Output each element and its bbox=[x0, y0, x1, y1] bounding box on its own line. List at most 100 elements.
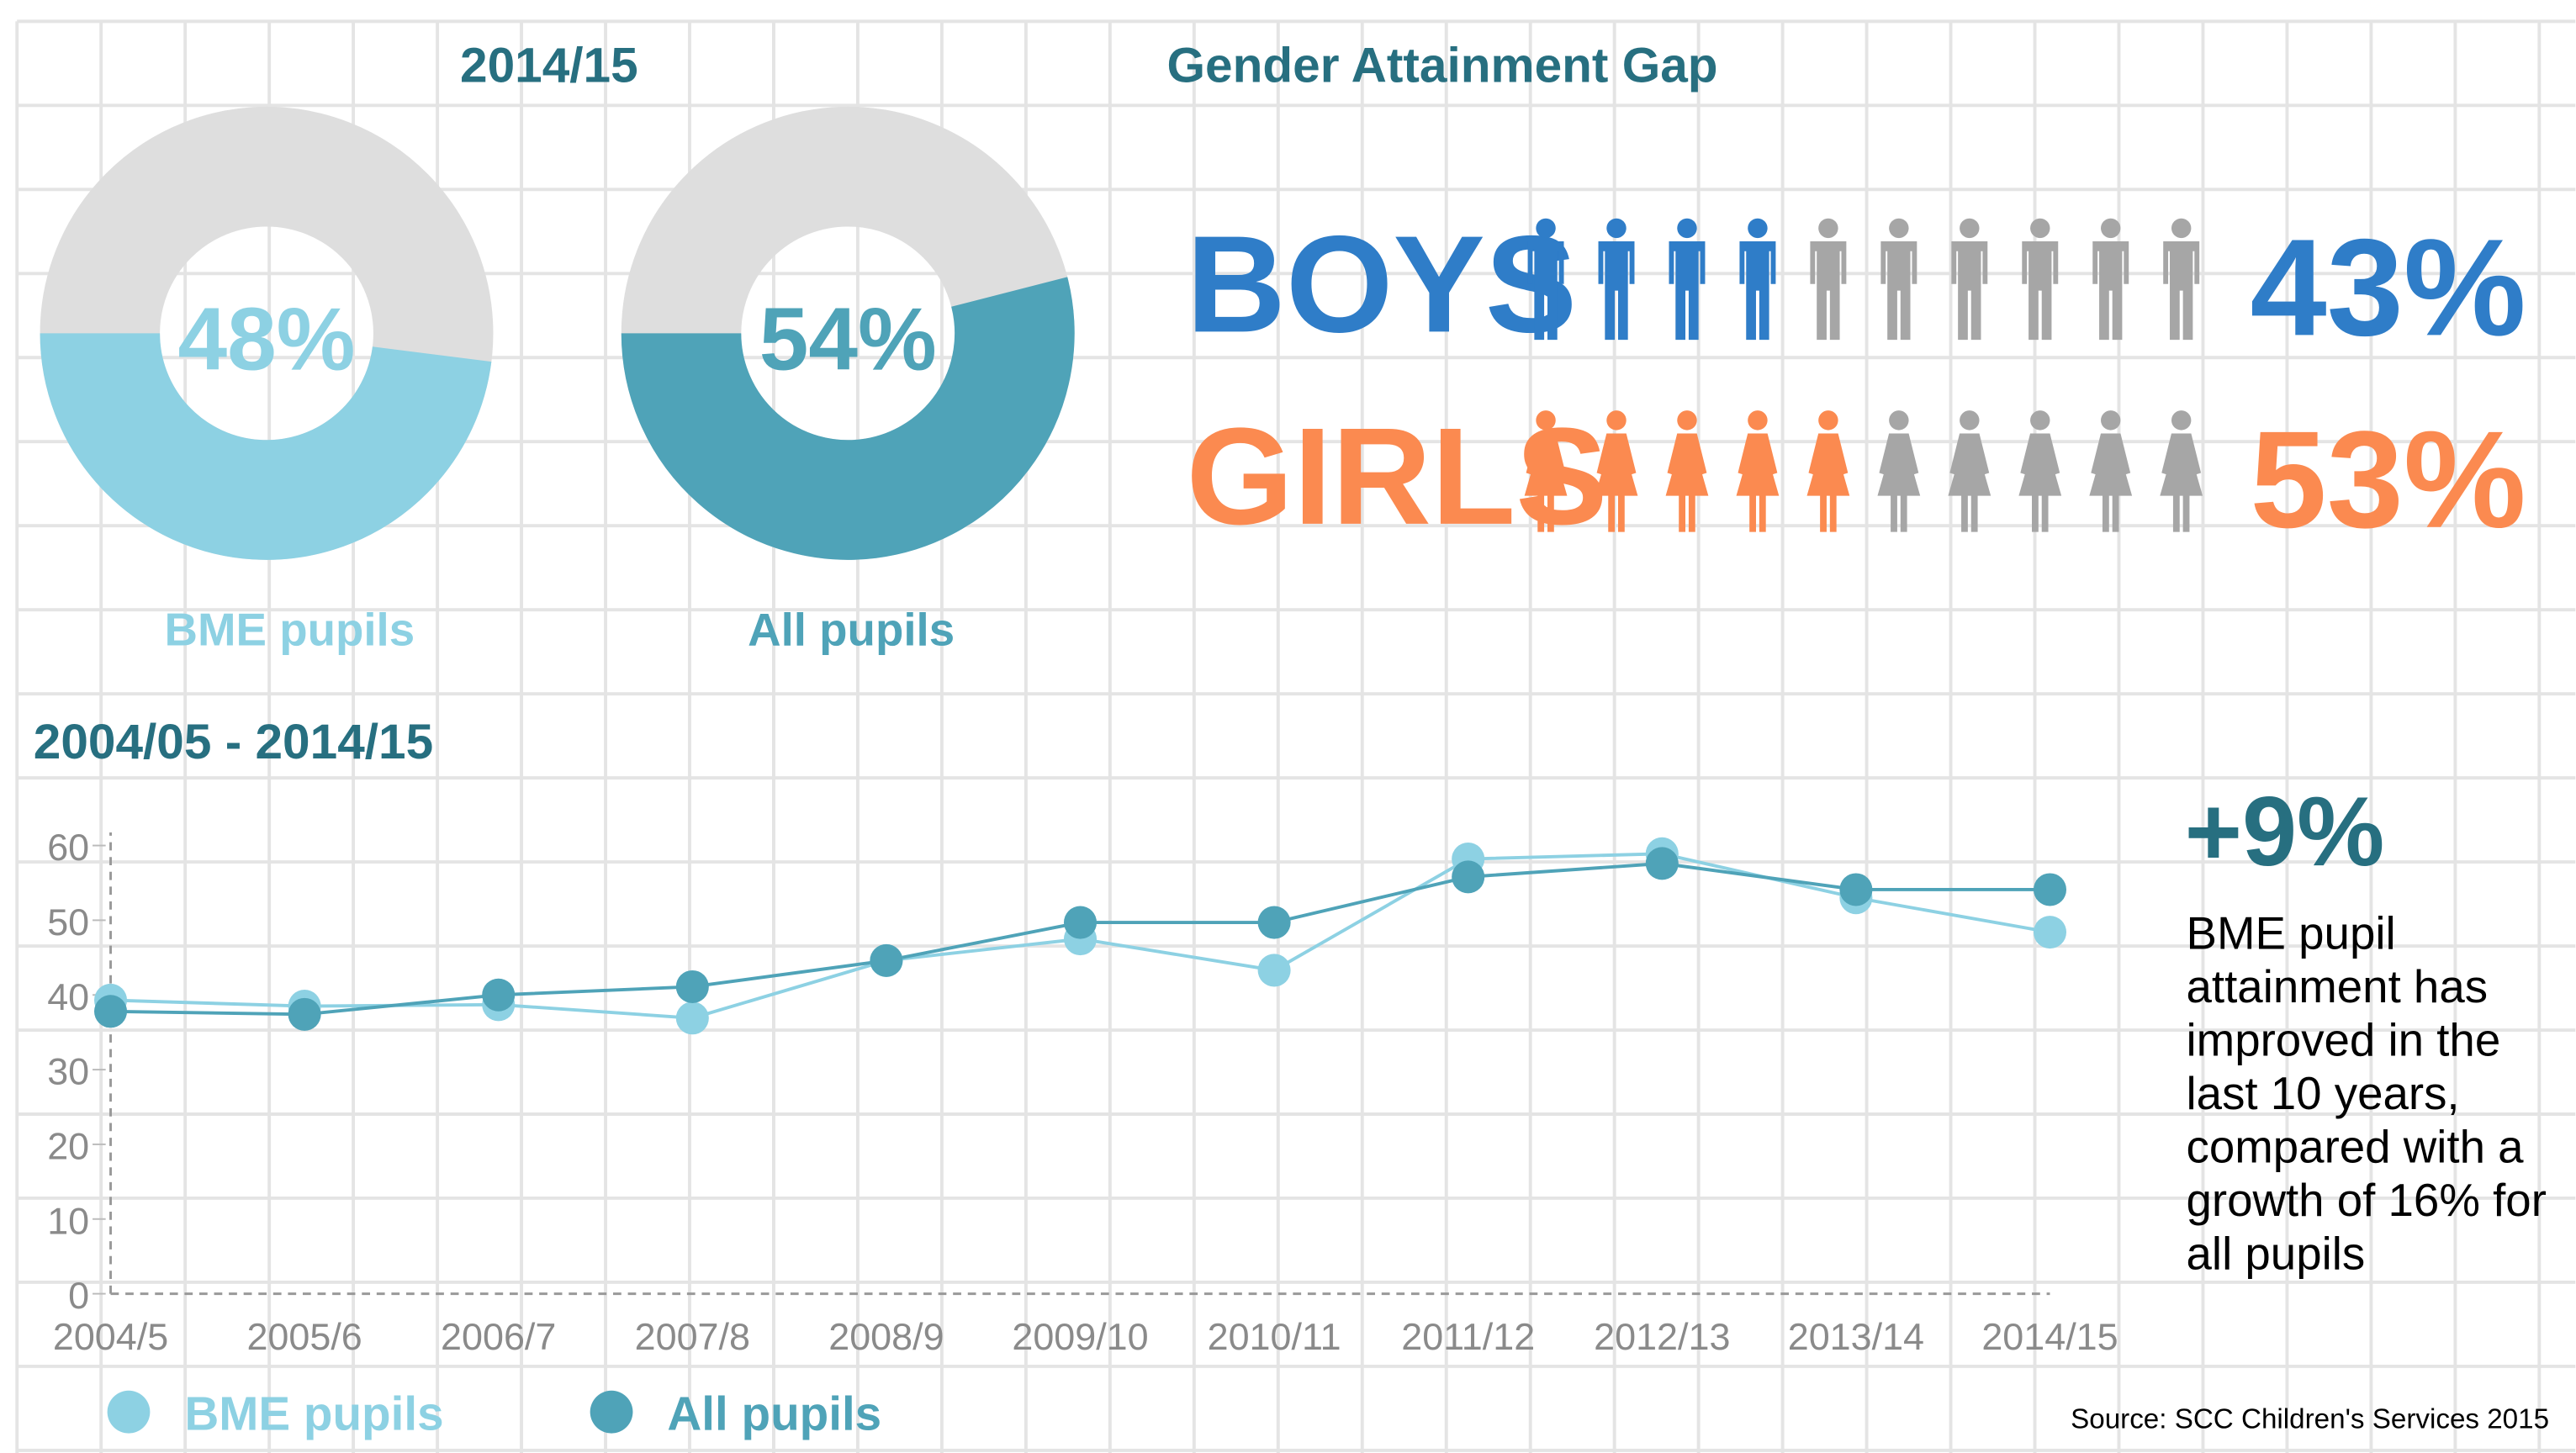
icon-body bbox=[1880, 241, 1917, 341]
x-tick-label: 2013/14 bbox=[1788, 1315, 1924, 1358]
annotation-text: last 10 years, bbox=[2187, 1068, 2460, 1119]
icon-head bbox=[2171, 410, 2192, 431]
x-tick-label: 2014/15 bbox=[1981, 1315, 2118, 1358]
data-point bbox=[288, 997, 321, 1031]
icon-head bbox=[1960, 410, 1980, 431]
legend-label: BME pupils bbox=[184, 1387, 443, 1440]
person-icon bbox=[1877, 410, 1921, 532]
icon-head bbox=[2171, 218, 2192, 239]
y-tick-label: 40 bbox=[47, 975, 89, 1018]
pictogram-row-name: BOYS bbox=[1186, 207, 1577, 361]
pictogram-value-label: 53% bbox=[2250, 403, 2526, 557]
legend-swatch bbox=[590, 1390, 633, 1434]
donut-segment bbox=[40, 331, 492, 560]
icon-head bbox=[1536, 218, 1556, 239]
icon-body bbox=[2092, 241, 2129, 341]
icon-body bbox=[1806, 433, 1850, 532]
data-point bbox=[870, 943, 903, 977]
source: Source: SCC Children's Services 2015 bbox=[2071, 1404, 2549, 1435]
icon-head bbox=[1748, 410, 1768, 431]
y-tick-label: 60 bbox=[47, 826, 89, 869]
line-title: 2004/05 - 2014/15 bbox=[34, 715, 433, 769]
annotation-text: improved in the bbox=[2187, 1014, 2501, 1065]
icon-body bbox=[1595, 433, 1638, 532]
icon-body bbox=[2160, 433, 2203, 532]
person-icon bbox=[1665, 410, 1709, 532]
person-icon bbox=[2018, 410, 2062, 532]
icon-head bbox=[1677, 410, 1697, 431]
data-point bbox=[1257, 906, 1291, 939]
icon-head bbox=[2030, 218, 2050, 239]
person-icon bbox=[1595, 410, 1638, 532]
data-point bbox=[1257, 954, 1291, 987]
icon-body bbox=[1665, 433, 1709, 532]
person-icon bbox=[2022, 218, 2059, 341]
person-icon bbox=[1524, 410, 1568, 532]
icon-body bbox=[1948, 433, 1992, 532]
annotation-text: all pupils bbox=[2187, 1228, 2366, 1279]
data-point bbox=[2033, 916, 2067, 949]
person-icon bbox=[1951, 218, 1988, 341]
data-point bbox=[482, 978, 516, 1012]
y-tick-label: 10 bbox=[47, 1199, 89, 1242]
icon-body bbox=[1877, 433, 1921, 532]
icon-head bbox=[1536, 410, 1556, 431]
icon-body bbox=[2089, 433, 2133, 532]
icon-body bbox=[1524, 433, 1568, 532]
icon-head bbox=[2030, 410, 2050, 431]
x-tick-label: 2011/12 bbox=[1401, 1315, 1535, 1358]
icon-body bbox=[2022, 241, 2059, 341]
x-tick-label: 2012/13 bbox=[1594, 1315, 1730, 1358]
y-tick-label: 20 bbox=[47, 1124, 89, 1167]
donut-value-label: 54% bbox=[759, 290, 937, 388]
pictogram-value-label: 43% bbox=[2250, 210, 2526, 364]
data-point bbox=[675, 1001, 709, 1035]
data-point bbox=[1063, 906, 1098, 939]
x-tick-label: 2006/7 bbox=[441, 1315, 556, 1358]
icon-head bbox=[1960, 218, 1980, 239]
x-tick-label: 2005/6 bbox=[246, 1315, 362, 1358]
icon-body bbox=[1951, 241, 1988, 341]
person-icon bbox=[1739, 218, 1776, 341]
legend-label: All pupils bbox=[667, 1387, 881, 1440]
data-point bbox=[2033, 873, 2067, 906]
person-icon bbox=[1669, 218, 1706, 341]
person-icon bbox=[2163, 218, 2200, 341]
person-icon bbox=[1810, 218, 1847, 341]
y-tick-label: 0 bbox=[68, 1274, 89, 1317]
person-icon bbox=[1736, 410, 1780, 532]
annotation-text: BME pupil bbox=[2187, 908, 2396, 959]
icon-body bbox=[1739, 241, 1776, 341]
icon-head bbox=[1889, 410, 1909, 431]
person-icon bbox=[1527, 218, 1564, 341]
donut-value-label: 48% bbox=[178, 290, 356, 388]
person-icon bbox=[2160, 410, 2203, 532]
donut-segment bbox=[621, 277, 1075, 560]
person-icon bbox=[1948, 410, 1992, 532]
data-point bbox=[1452, 860, 1485, 894]
icon-head bbox=[1677, 218, 1697, 239]
person-icon bbox=[1598, 218, 1635, 341]
person-icon bbox=[1880, 218, 1917, 341]
legend-swatch bbox=[107, 1390, 151, 1434]
donut-label: BME pupils bbox=[165, 604, 415, 655]
icon-body bbox=[2163, 241, 2200, 341]
icon-head bbox=[1818, 410, 1838, 431]
annotation-text: attainment has bbox=[2187, 961, 2489, 1012]
icon-body bbox=[1598, 241, 1635, 341]
person-icon bbox=[2089, 410, 2133, 532]
x-tick-label: 2008/9 bbox=[828, 1315, 944, 1358]
icon-head bbox=[1889, 218, 1909, 239]
pictogram-title: Gender Attainment Gap bbox=[1166, 39, 1717, 93]
x-tick-label: 2004/5 bbox=[53, 1315, 168, 1358]
icon-row bbox=[1524, 410, 2203, 532]
y-tick-label: 50 bbox=[47, 901, 89, 943]
icon-row bbox=[1527, 218, 2200, 341]
icon-body bbox=[1527, 241, 1564, 341]
x-tick-label: 2009/10 bbox=[1012, 1315, 1148, 1358]
annotation-text: compared with a bbox=[2187, 1121, 2525, 1172]
icon-body bbox=[1736, 433, 1780, 532]
heading: 2014/15 bbox=[460, 39, 638, 93]
